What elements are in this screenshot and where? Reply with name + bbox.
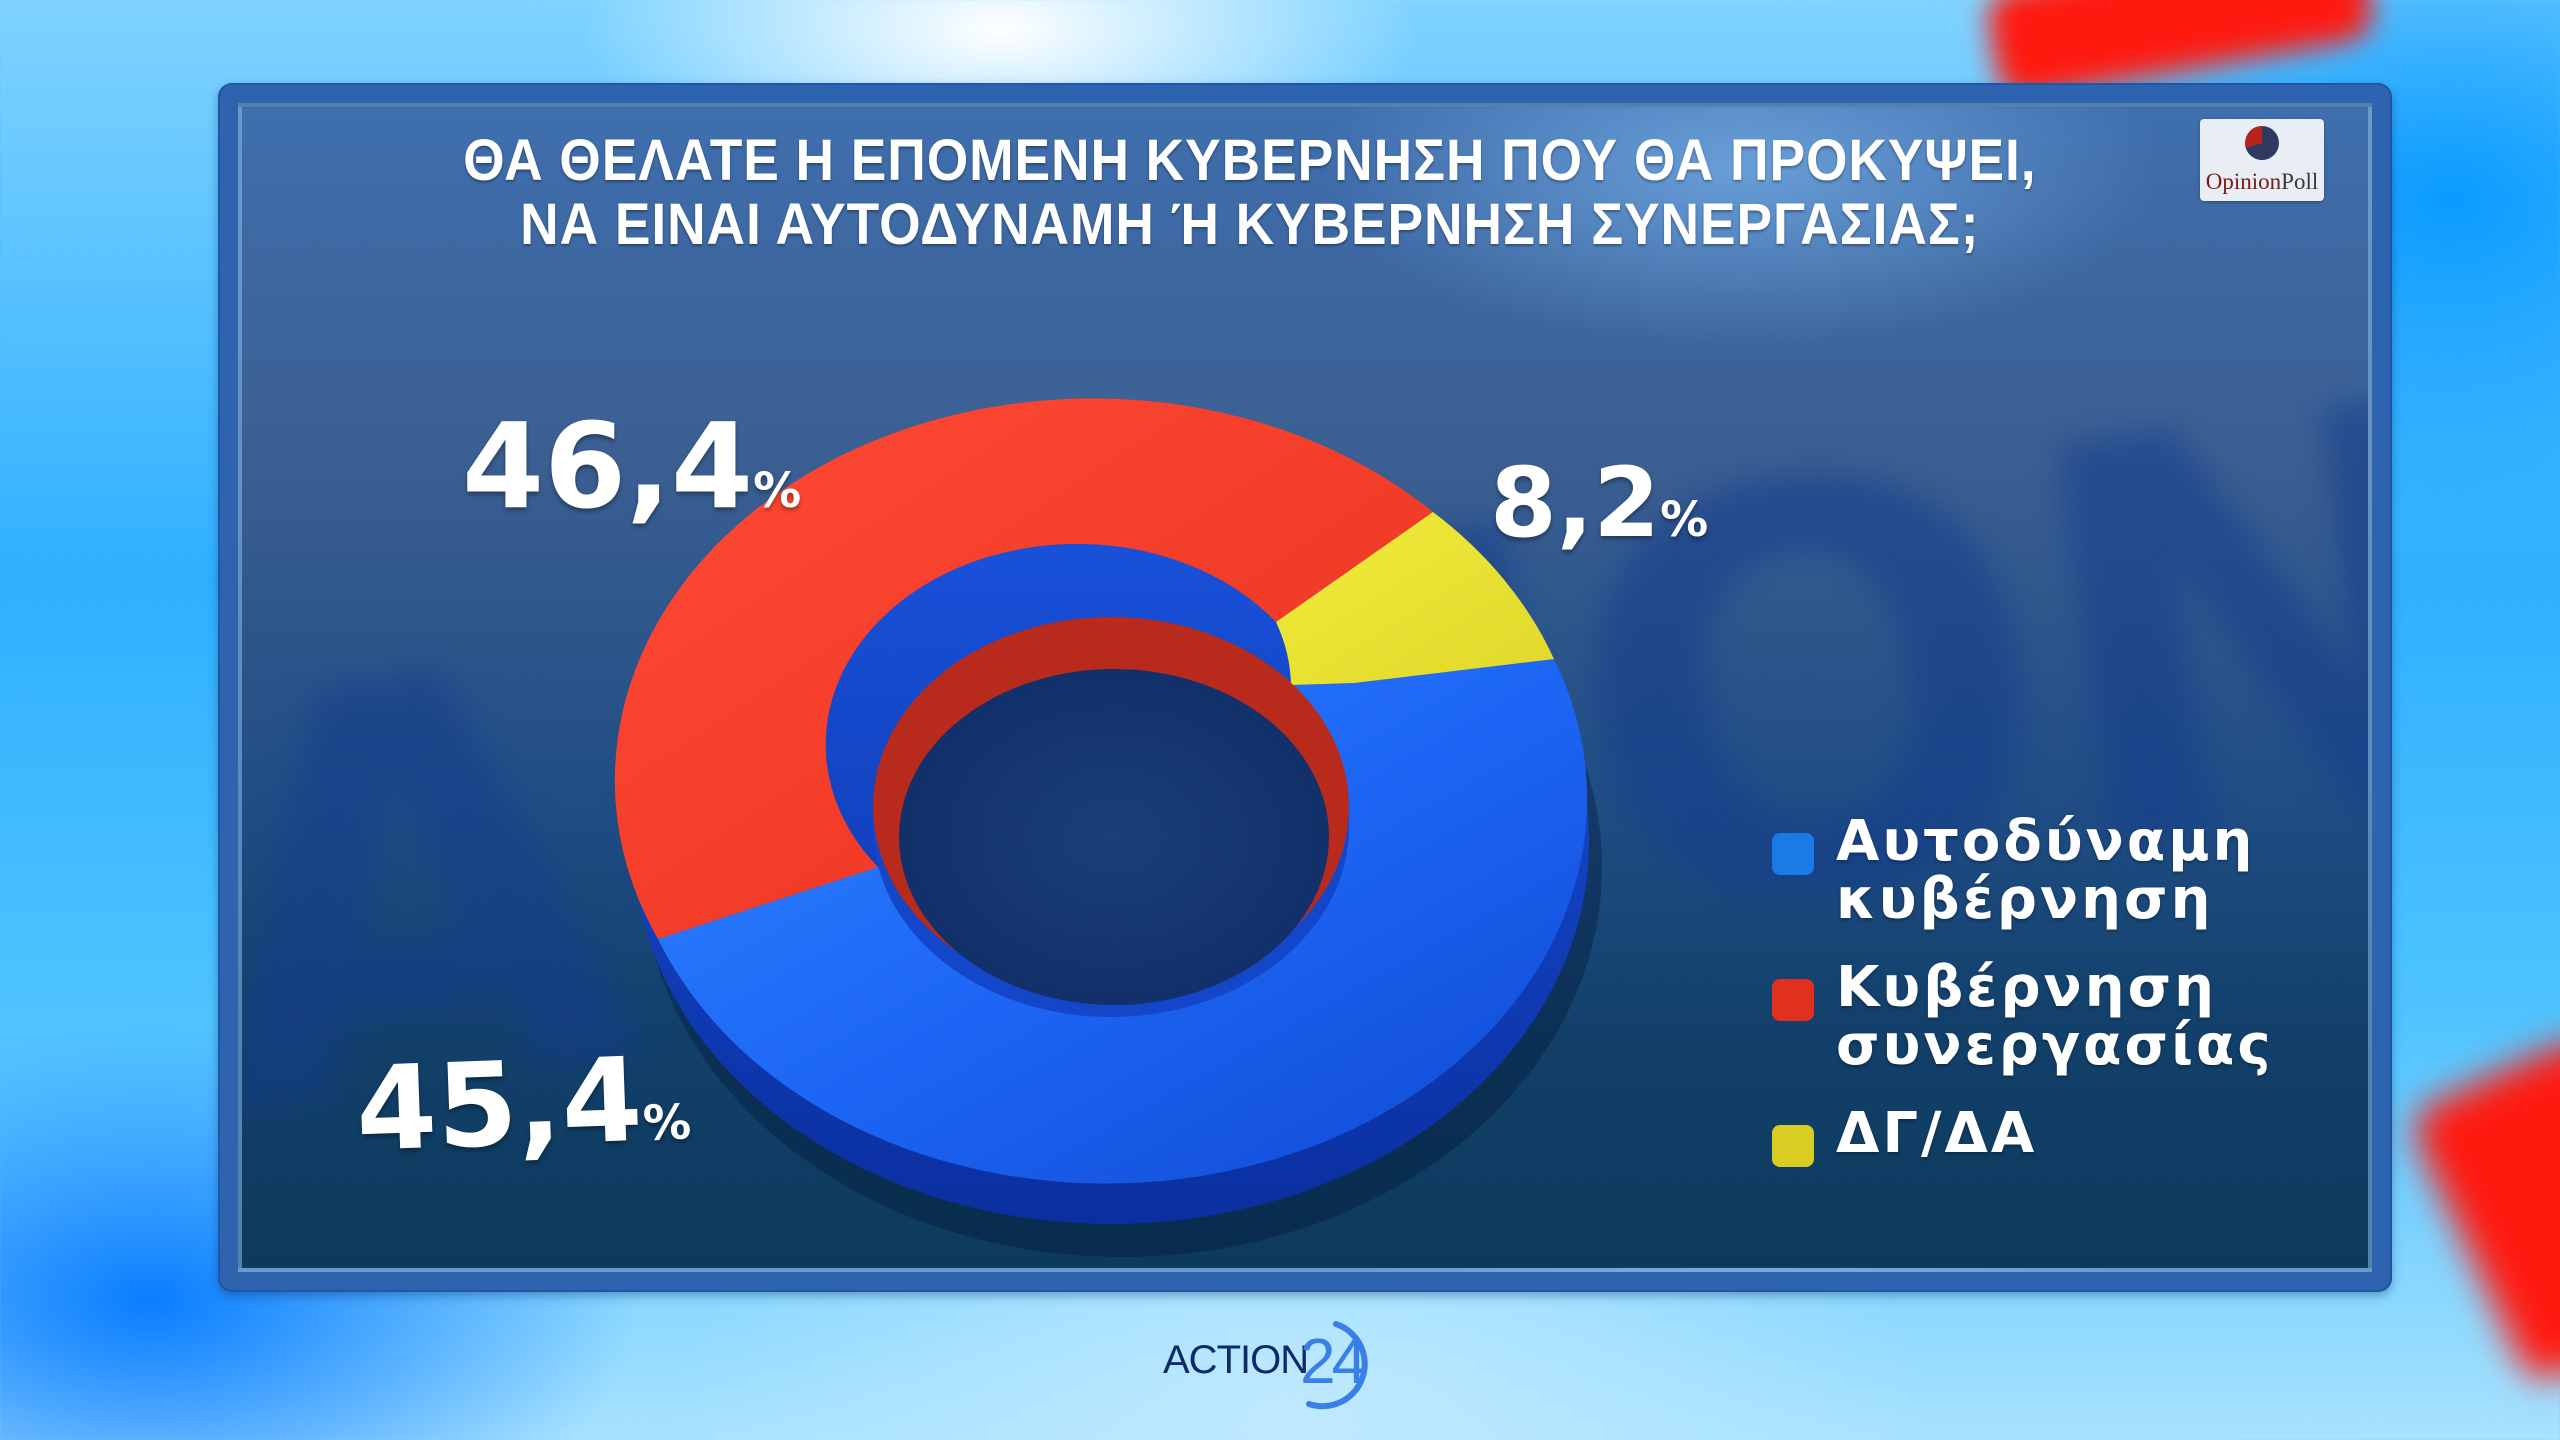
label-blue-percentage: 45,4% xyxy=(354,1031,693,1178)
background-red-shape xyxy=(2405,1031,2560,1389)
legend-swatch-blue xyxy=(1772,833,1814,875)
percent-sign: % xyxy=(753,463,802,519)
legend-swatch-red xyxy=(1772,979,1814,1021)
legend-item-single-party: Αυτοδύναμη κυβέρνηση xyxy=(1772,813,2274,929)
label-blue-value: 45,4 xyxy=(353,1032,645,1178)
action24-ring-icon xyxy=(1306,1321,1368,1410)
pie-logo-icon xyxy=(2245,126,2279,160)
chart-title: ΘΑ ΘΕΛΑΤΕ Η ΕΠΟΜΕΝΗ ΚΥΒΕΡΝΗΣΗ ΠΟΥ ΘΑ ΠΡΟ… xyxy=(327,129,2283,257)
title-line-1: ΘΑ ΘΕΛΑΤΕ Η ΕΠΟΜΕΝΗ ΚΥΒΕΡΝΗΣΗ ΠΟΥ ΘΑ ΠΡΟ… xyxy=(463,128,2037,193)
legend-label-line1: Αυτοδύναμη xyxy=(1836,809,2256,874)
percent-sign: % xyxy=(641,1094,693,1152)
label-red-percentage: 46,4% xyxy=(462,397,801,535)
wordmark-opinion: Opinion xyxy=(2205,169,2282,194)
legend-swatch-yellow xyxy=(1772,1125,1814,1167)
opinionpoll-logo: OpinionPoll xyxy=(2200,119,2324,201)
donut-chart xyxy=(614,398,1602,1257)
legend-label-line1: Κυβέρνηση xyxy=(1836,955,2218,1020)
legend-label-line1: ΔΓ/ΔΑ xyxy=(1836,1101,2038,1166)
segment-yellow xyxy=(1276,512,1554,685)
legend-item-coalition: Κυβέρνηση συνεργασίας xyxy=(1772,959,2274,1075)
action24-wordmark: ACTION xyxy=(1163,1338,1309,1382)
legend-item-dont-know: ΔΓ/ΔΑ xyxy=(1772,1105,2274,1167)
opinionpoll-wordmark: OpinionPoll xyxy=(2200,169,2324,195)
chart-panel: ACTION ΘΑ ΘΕΛΑΤΕ Η ΕΠΟΜΕΝΗ ΚΥΒΕΡΝΗΣΗ ΠΟΥ… xyxy=(218,83,2392,1292)
title-line-2: ΝΑ ΕΙΝΑΙ ΑΥΤΟΔΥΝΑΜΗ Ή ΚΥΒΕΡΝΗΣΗ ΣΥΝΕΡΓΑΣ… xyxy=(520,192,1980,257)
segment-red xyxy=(614,398,1433,939)
segment-blue xyxy=(658,659,1588,1184)
label-red-value: 46,4 xyxy=(462,397,754,535)
legend-label: Κυβέρνηση συνεργασίας xyxy=(1836,959,2274,1075)
donut-top xyxy=(614,398,1588,1184)
action24-logo: ACTION 24 xyxy=(1163,1308,1403,1410)
label-yellow-percentage: 8,2% xyxy=(1490,447,1708,559)
wordmark-poll: Poll xyxy=(2281,169,2319,194)
label-yellow-value: 8,2 xyxy=(1490,447,1661,559)
legend-label: Αυτοδύναμη κυβέρνηση xyxy=(1836,813,2255,929)
chart-legend: Αυτοδύναμη κυβέρνηση Κυβέρνηση συνεργασί… xyxy=(1772,813,2274,1197)
legend-label-line2: συνεργασίας xyxy=(1836,1013,2274,1078)
legend-label: ΔΓ/ΔΑ xyxy=(1836,1105,2037,1163)
legend-label-line2: κυβέρνηση xyxy=(1836,867,2214,932)
percent-sign: % xyxy=(1660,492,1709,548)
action24-number: 24 xyxy=(1300,1325,1367,1397)
chart-panel-inner: ACTION ΘΑ ΘΕΛΑΤΕ Η ΕΠΟΜΕΝΗ ΚΥΒΕΡΝΗΣΗ ΠΟΥ… xyxy=(238,103,2372,1272)
